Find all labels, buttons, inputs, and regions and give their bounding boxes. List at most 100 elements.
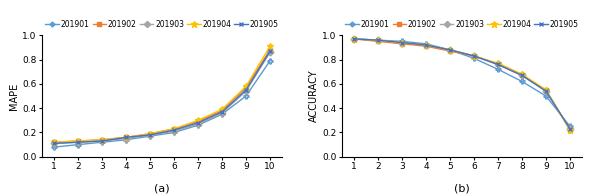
201903 [350, 38, 358, 40]
201903 [98, 140, 106, 142]
Line: 201901: 201901 [52, 58, 272, 150]
201905 [494, 63, 502, 66]
201904 [566, 129, 574, 131]
201903 [170, 130, 178, 132]
201904 [422, 44, 430, 46]
Text: (b): (b) [454, 183, 470, 193]
201902 [566, 129, 574, 131]
201905 [266, 50, 274, 52]
201903 [146, 134, 154, 136]
201903 [194, 123, 202, 125]
201904 [218, 108, 226, 111]
201905 [398, 41, 406, 44]
201905 [518, 74, 526, 77]
201905 [350, 38, 358, 40]
201901 [398, 40, 406, 43]
201903 [398, 41, 406, 44]
201904 [122, 136, 130, 139]
201902 [398, 43, 406, 45]
201901 [218, 113, 226, 115]
Line: 201902: 201902 [52, 47, 272, 145]
201905 [446, 49, 454, 51]
201904 [446, 49, 454, 51]
201905 [98, 140, 106, 142]
Y-axis label: MAPE: MAPE [9, 82, 19, 110]
Line: 201904: 201904 [350, 35, 574, 133]
201905 [566, 128, 574, 130]
201902 [74, 140, 82, 142]
201904 [170, 128, 178, 130]
201905 [50, 142, 58, 145]
201901 [74, 143, 82, 146]
201901 [98, 141, 106, 143]
201901 [194, 124, 202, 126]
201902 [170, 128, 178, 130]
201904 [266, 45, 274, 47]
201901 [374, 39, 382, 41]
201903 [494, 63, 502, 66]
201902 [446, 50, 454, 52]
201902 [194, 120, 202, 123]
201902 [50, 141, 58, 143]
201904 [374, 39, 382, 41]
201903 [470, 55, 478, 57]
201902 [350, 38, 358, 40]
201902 [218, 109, 226, 112]
201902 [470, 55, 478, 57]
Legend: 201901, 201902, 201903, 201904, 201905: 201901, 201902, 201903, 201904, 201905 [46, 20, 278, 29]
201901 [170, 131, 178, 134]
201904 [542, 89, 550, 91]
201904 [398, 41, 406, 44]
Line: 201903: 201903 [352, 36, 572, 131]
201904 [518, 73, 526, 75]
201905 [422, 44, 430, 46]
201903 [446, 49, 454, 51]
201901 [470, 57, 478, 60]
201902 [266, 49, 274, 51]
201903 [266, 51, 274, 54]
201905 [374, 39, 382, 41]
201902 [98, 139, 106, 141]
201905 [470, 55, 478, 57]
201903 [422, 44, 430, 46]
201902 [422, 45, 430, 47]
201903 [242, 90, 250, 92]
201904 [98, 139, 106, 141]
201902 [146, 132, 154, 135]
201902 [518, 74, 526, 77]
201905 [146, 134, 154, 136]
201905 [194, 122, 202, 124]
201905 [542, 90, 550, 92]
201901 [146, 135, 154, 137]
201903 [122, 137, 130, 140]
201903 [566, 128, 574, 130]
201905 [122, 136, 130, 139]
201901 [446, 49, 454, 51]
201905 [170, 129, 178, 131]
Y-axis label: ACCURACY: ACCURACY [309, 70, 319, 122]
201904 [50, 141, 58, 143]
201903 [542, 90, 550, 92]
Line: 201904: 201904 [50, 43, 274, 146]
201904 [146, 132, 154, 135]
Legend: 201901, 201902, 201903, 201904, 201905: 201901, 201902, 201903, 201904, 201905 [346, 20, 578, 29]
201901 [122, 139, 130, 141]
Line: 201902: 201902 [352, 36, 572, 132]
201905 [74, 141, 82, 143]
Line: 201905: 201905 [352, 36, 572, 131]
201901 [242, 95, 250, 97]
201903 [374, 39, 382, 41]
201904 [242, 85, 250, 87]
201905 [242, 89, 250, 91]
201901 [542, 95, 550, 97]
201903 [50, 142, 58, 145]
201901 [422, 43, 430, 45]
201903 [218, 112, 226, 114]
201902 [494, 63, 502, 66]
201901 [518, 80, 526, 83]
201903 [518, 74, 526, 77]
201902 [374, 40, 382, 43]
201901 [350, 38, 358, 40]
201901 [50, 146, 58, 148]
201904 [494, 62, 502, 64]
